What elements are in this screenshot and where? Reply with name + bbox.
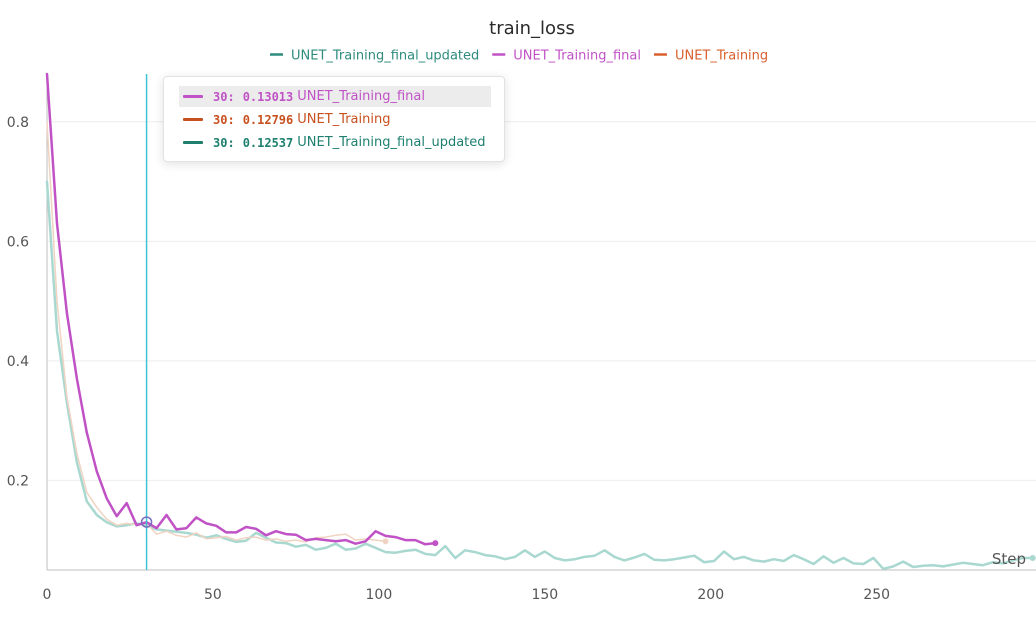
- tooltip-step: 30:: [213, 89, 235, 104]
- x-tick-label: 250: [863, 587, 890, 603]
- tooltip-value: 0.12537: [242, 135, 294, 150]
- y-tick-label: 0.6: [7, 234, 29, 250]
- grid-lines: [47, 121, 1036, 481]
- legend-item-unet-training-final-updated[interactable]: UNET_Training_final_updated: [270, 49, 479, 64]
- hover-point-marker: [140, 516, 153, 528]
- tooltip-series-name: UNET_Training: [297, 112, 391, 127]
- legend-item-unet-training-final[interactable]: UNET_Training_final: [492, 49, 641, 64]
- x-axis-label: Step: [992, 550, 1026, 568]
- x-tick-label: 50: [204, 587, 222, 603]
- y-tick-label: 0.4: [7, 354, 29, 370]
- tooltip-row-unet-training-final: 30: 0.13013 UNET_Training_final: [179, 86, 491, 107]
- tooltip-series-name: UNET_Training_final: [297, 89, 425, 104]
- series-lines[interactable]: [45, 72, 1036, 571]
- series-line-unet-training-final[interactable]: [45, 72, 437, 546]
- series-swatch-icon: [183, 95, 203, 98]
- chart-title: train_loss: [489, 18, 575, 39]
- series-end-point-unet-training: [382, 538, 389, 545]
- x-tick-label: 200: [697, 587, 724, 603]
- axes: [46, 74, 1036, 571]
- tick-labels: 0.2 0.4 0.6 0.8 0 50 100 150 200 250: [7, 115, 890, 603]
- legend-item-unet-training[interactable]: UNET_Training: [653, 49, 768, 64]
- series-line-unet-training-final-updated[interactable]: [45, 180, 1034, 571]
- x-tick-label: 100: [366, 587, 393, 603]
- y-tick-label: 0.2: [7, 473, 29, 489]
- tooltip-row-unet-training-final-updated: 30: 0.12537 UNET_Training_final_updated: [179, 132, 491, 153]
- legend-label: UNET_Training: [675, 49, 768, 64]
- legend[interactable]: UNET_Training_final_updated UNET_Training…: [270, 49, 768, 64]
- tooltip-series-name: UNET_Training_final_updated: [297, 135, 486, 150]
- series-line-unet-training[interactable]: [46, 121, 387, 543]
- y-tick-label: 0.8: [7, 115, 29, 131]
- tooltip-step: 30:: [213, 112, 235, 127]
- x-tick-label: 150: [531, 587, 558, 603]
- hover-tooltip: 30: 0.13013 UNET_Training_final 30: 0.12…: [163, 76, 505, 162]
- tooltip-row-unet-training: 30: 0.12796 UNET_Training: [179, 109, 491, 130]
- series-end-point-unet-training-final: [432, 540, 439, 547]
- tooltip-step: 30:: [213, 135, 235, 150]
- tooltip-value: 0.13013: [242, 89, 294, 104]
- x-tick-label: 0: [43, 587, 52, 603]
- series-swatch-icon: [183, 141, 203, 144]
- legend-label: UNET_Training_final: [513, 49, 641, 64]
- legend-label: UNET_Training_final_updated: [291, 49, 479, 64]
- series-swatch-icon: [183, 118, 203, 121]
- series-end-point-unet-training-final-updated: [1029, 555, 1036, 562]
- tooltip-value: 0.12796: [242, 112, 294, 127]
